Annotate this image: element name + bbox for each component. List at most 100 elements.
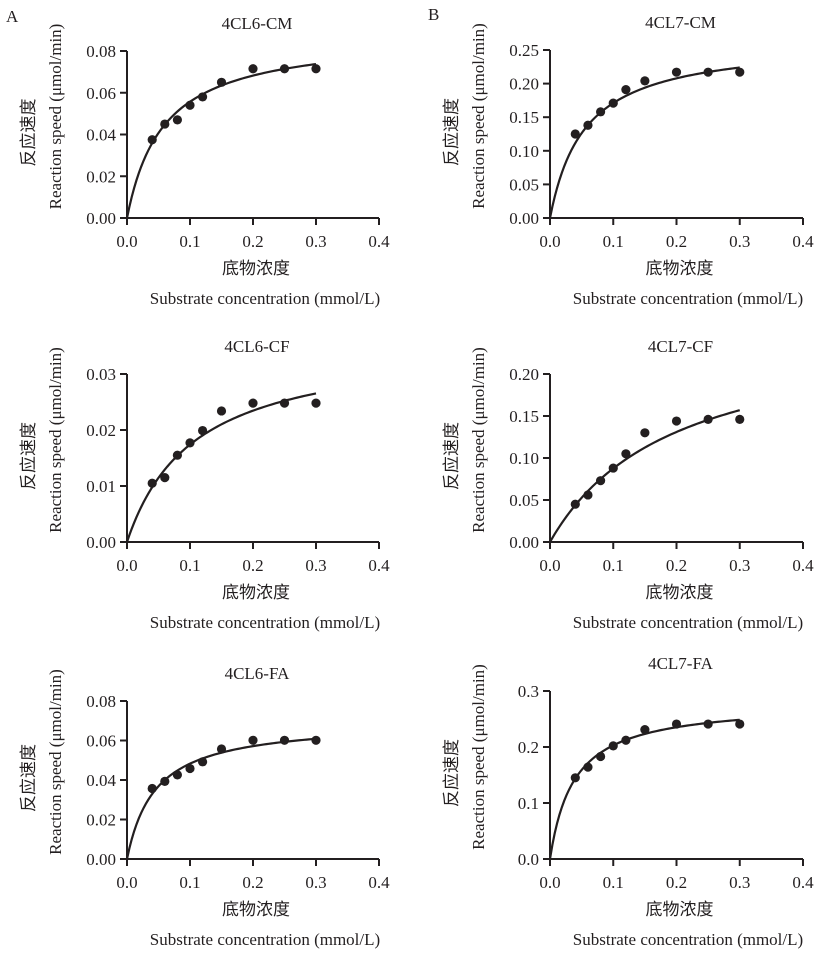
data-point xyxy=(198,757,208,767)
y-axis-label: Reaction speed (μmol/min) xyxy=(469,347,488,533)
data-point xyxy=(621,449,631,459)
y-tick-label: 0.20 xyxy=(509,75,539,94)
x-tick-label: 0.2 xyxy=(242,232,263,251)
x-axis-label: Substrate concentration (mmol/L) xyxy=(150,930,380,949)
data-point xyxy=(147,478,157,488)
y-tick-label: 0.10 xyxy=(509,142,539,161)
data-point xyxy=(703,414,713,424)
y-axis-label-cn: 反应速度 xyxy=(442,98,461,166)
y-tick-label: 0.15 xyxy=(509,108,539,127)
x-axis-label: Substrate concentration (mmol/L) xyxy=(150,289,380,308)
x-tick-label: 0.4 xyxy=(368,556,390,575)
x-tick-label: 0.3 xyxy=(305,232,326,251)
data-point xyxy=(216,406,227,416)
data-point xyxy=(570,499,580,509)
data-point xyxy=(671,719,682,729)
y-tick-label: 0.02 xyxy=(86,167,116,186)
data-point xyxy=(147,783,157,794)
x-tick-label: 0.1 xyxy=(179,873,200,892)
y-tick-label: 0.08 xyxy=(86,42,116,61)
x-axis-label-cn: 底物浓度 xyxy=(222,583,290,602)
y-axis-label: Reaction speed (μmol/min) xyxy=(46,24,65,210)
data-point xyxy=(185,100,195,110)
y-tick-label: 0.04 xyxy=(86,126,116,145)
x-tick-label: 0.3 xyxy=(305,873,326,892)
data-point xyxy=(160,473,170,483)
y-tick-label: 0.00 xyxy=(86,533,116,552)
data-point xyxy=(671,67,682,77)
data-point xyxy=(640,428,650,438)
y-axis-label-cn: 反应速度 xyxy=(19,99,38,167)
data-point xyxy=(311,64,321,74)
data-point xyxy=(608,98,618,108)
data-point xyxy=(640,76,650,86)
y-axis-label-cn: 反应速度 xyxy=(19,422,38,490)
x-axis-label-cn: 底物浓度 xyxy=(646,900,714,919)
data-point xyxy=(248,735,258,745)
y-tick-label: 0.1 xyxy=(518,794,539,813)
y-tick-label: 0.05 xyxy=(509,175,539,194)
data-point xyxy=(160,776,170,786)
y-axis-label-cn: 反应速度 xyxy=(442,422,461,490)
chart-panel-4cl7-cf: 4CL7-CF 0.00 0.05 0.10 0.15 0.20 0.0 0.1 0.2 0.3 0… xyxy=(442,337,814,632)
panel-label-b: B xyxy=(428,5,440,24)
chart-title: 4CL6-CM xyxy=(222,14,293,33)
data-point xyxy=(248,64,258,74)
chart-panel-4cl7-fa: 4CL7-FA 0.0 0.1 0.2 0.3 0.0 0.1 0.2 0.3 0.4 底物浓度 Su… xyxy=(442,654,814,949)
x-tick-label: 0.4 xyxy=(792,873,814,892)
data-point xyxy=(735,414,745,424)
y-axis-label: Reaction speed (μmol/min) xyxy=(469,664,488,850)
y-tick-label: 0.3 xyxy=(518,682,539,701)
x-tick-label: 0.3 xyxy=(729,873,750,892)
data-point xyxy=(216,77,227,87)
y-tick-label: 0.0 xyxy=(518,850,539,869)
chart-panel-4cl6-fa: 4CL6-FA 0.00 0.02 0.04 0.06 0.08 0.0 0.1 0.2 0.3 0… xyxy=(19,664,390,949)
x-tick-label: 0.2 xyxy=(242,873,263,892)
chart-title: 4CL7-CF xyxy=(648,337,713,356)
y-tick-label: 0.25 xyxy=(509,41,539,60)
chart-title: 4CL7-FA xyxy=(648,654,714,673)
y-tick-label: 0.06 xyxy=(86,732,116,751)
chart-title: 4CL6-FA xyxy=(225,664,291,683)
y-tick-label: 0.06 xyxy=(86,84,116,103)
x-tick-label: 0.0 xyxy=(116,556,137,575)
x-axis-label: Substrate concentration (mmol/L) xyxy=(573,930,803,949)
x-tick-label: 0.3 xyxy=(729,556,750,575)
x-tick-label: 0.2 xyxy=(666,556,687,575)
data-point xyxy=(160,119,170,129)
data-point xyxy=(185,763,195,774)
data-point xyxy=(608,463,618,473)
data-point xyxy=(596,751,606,762)
y-tick-label: 0.2 xyxy=(518,738,539,757)
data-point xyxy=(279,64,290,74)
x-tick-label: 0.0 xyxy=(116,232,137,251)
y-tick-label: 0.04 xyxy=(86,771,116,790)
y-tick-label: 0.08 xyxy=(86,692,116,711)
data-point xyxy=(735,67,745,77)
x-tick-label: 0.4 xyxy=(368,873,390,892)
x-tick-label: 0.2 xyxy=(666,232,687,251)
data-point xyxy=(703,719,713,729)
data-point xyxy=(621,735,631,745)
data-point xyxy=(198,425,208,436)
data-point xyxy=(279,735,290,745)
x-tick-label: 0.1 xyxy=(603,873,624,892)
data-point xyxy=(671,416,682,426)
x-axis-label: Substrate concentration (mmol/L) xyxy=(573,289,803,308)
x-axis-label-cn: 底物浓度 xyxy=(222,900,290,919)
y-axis-label: Reaction speed (μmol/min) xyxy=(46,669,65,855)
data-point xyxy=(621,85,631,95)
data-point xyxy=(735,719,745,729)
panel-label-a: A xyxy=(6,7,19,26)
data-point xyxy=(583,490,593,500)
y-tick-label: 0.00 xyxy=(86,850,116,869)
x-axis-label-cn: 底物浓度 xyxy=(222,259,290,278)
chart-title: 4CL6-CF xyxy=(224,337,289,356)
x-tick-label: 0.0 xyxy=(539,556,560,575)
x-tick-label: 0.4 xyxy=(792,232,814,251)
y-tick-label: 0.00 xyxy=(86,209,116,228)
data-point xyxy=(703,67,713,77)
x-tick-label: 0.4 xyxy=(368,232,390,251)
chart-panel-4cl6-cm: 4CL6-CM 0.00 0.02 0.04 0.06 0.08 0.0 0.1 0.2 0.3 0… xyxy=(19,14,390,308)
data-point xyxy=(279,398,290,408)
